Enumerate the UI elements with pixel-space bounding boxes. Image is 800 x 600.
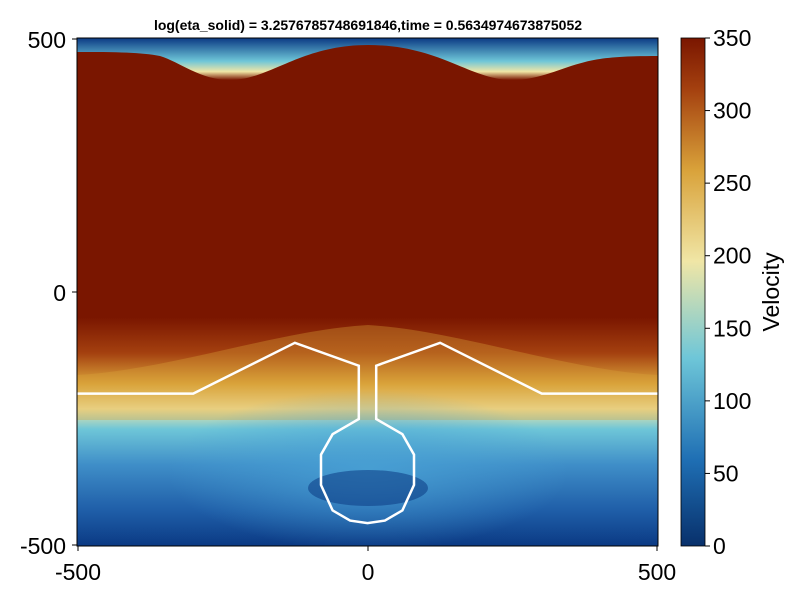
colorbar-frame	[680, 37, 706, 547]
colorbar-gradient	[681, 38, 705, 546]
x-tick-label: 0	[362, 559, 375, 585]
colorbar-tick-label: 350	[713, 25, 751, 51]
y-tick-label: 500	[28, 27, 66, 53]
x-tick-label: 500	[638, 559, 676, 585]
colorbar-tick-label: 200	[713, 243, 751, 269]
lower-glow	[168, 390, 568, 546]
colorbar-tick-label: 250	[713, 170, 751, 196]
colorbar-ticks: 350 300 250 200 150 100 50 0	[705, 25, 751, 559]
colorbar-tick-label: 100	[713, 388, 751, 414]
colorbar-tick-label: 50	[713, 460, 739, 486]
x-axis: -500 0 500	[55, 546, 676, 585]
bubble-core	[308, 470, 428, 506]
x-tick-label: -500	[55, 559, 101, 585]
colorbar-tick-label: 150	[713, 315, 751, 341]
colorbar-tick-label: 300	[713, 98, 751, 124]
top-wave-band	[77, 38, 658, 80]
colorbar-label: Velocity	[758, 252, 784, 332]
y-tick-label: 0	[53, 280, 66, 306]
colorbar: 350 300 250 200 150 100 50 0 Velocity	[680, 25, 784, 559]
plot-area	[77, 38, 658, 546]
material-contour	[77, 341, 658, 525]
y-tick-label: -500	[20, 533, 66, 559]
transition-dome	[77, 325, 658, 420]
colorbar-tick-label: 0	[713, 533, 726, 559]
y-axis: 500 0 -500	[20, 27, 77, 559]
chart-title: log(eta_solid) = 3.2576785748691846,time…	[154, 17, 582, 33]
